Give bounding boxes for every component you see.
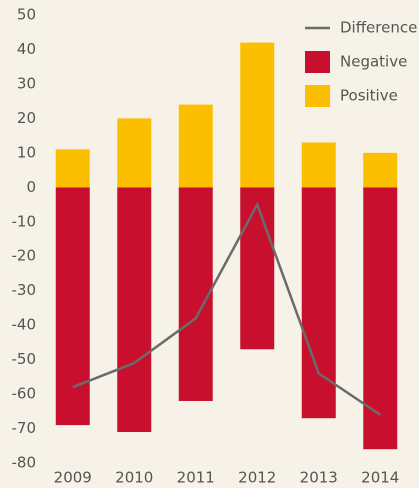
legend-swatch (305, 51, 330, 73)
y-tick-label: 50 (17, 6, 36, 24)
bar (363, 152, 398, 188)
bar (240, 42, 275, 188)
y-tick-label: 0 (26, 178, 36, 196)
y-tick-label: 30 (17, 74, 36, 92)
bar (178, 104, 213, 188)
y-tick-label: 20 (17, 109, 36, 127)
legend-label: Difference (340, 19, 417, 37)
y-tick-label: -20 (12, 247, 37, 265)
bar (178, 187, 213, 401)
bar (55, 187, 90, 426)
y-tick-label: -70 (12, 419, 37, 437)
bar (55, 149, 90, 188)
y-tick-label: -80 (12, 454, 37, 472)
y-tick-label: -40 (12, 316, 37, 334)
x-tick-label: 2013 (300, 469, 338, 487)
y-tick-label: -50 (12, 350, 37, 368)
x-tick-label: 2009 (54, 469, 92, 487)
y-tick-label: -60 (12, 385, 37, 403)
y-tick-label: 10 (17, 143, 36, 161)
difference-line (72, 201, 381, 416)
bar (301, 142, 336, 188)
y-tick-label: -30 (12, 281, 37, 299)
x-tick-label: 2011 (177, 469, 215, 487)
legend-label: Negative (340, 53, 407, 71)
bar (363, 187, 398, 450)
bar (240, 187, 275, 350)
x-tick-label: 2014 (361, 469, 399, 487)
bar (301, 187, 336, 419)
y-tick-label: -10 (12, 212, 37, 230)
legend-label: Positive (340, 87, 398, 105)
bar (117, 118, 152, 188)
bar (117, 187, 152, 432)
y-tick-label: 40 (17, 40, 36, 58)
x-tick-label: 2012 (238, 469, 276, 487)
legend-swatch (305, 85, 330, 107)
x-tick-label: 2010 (115, 469, 153, 487)
